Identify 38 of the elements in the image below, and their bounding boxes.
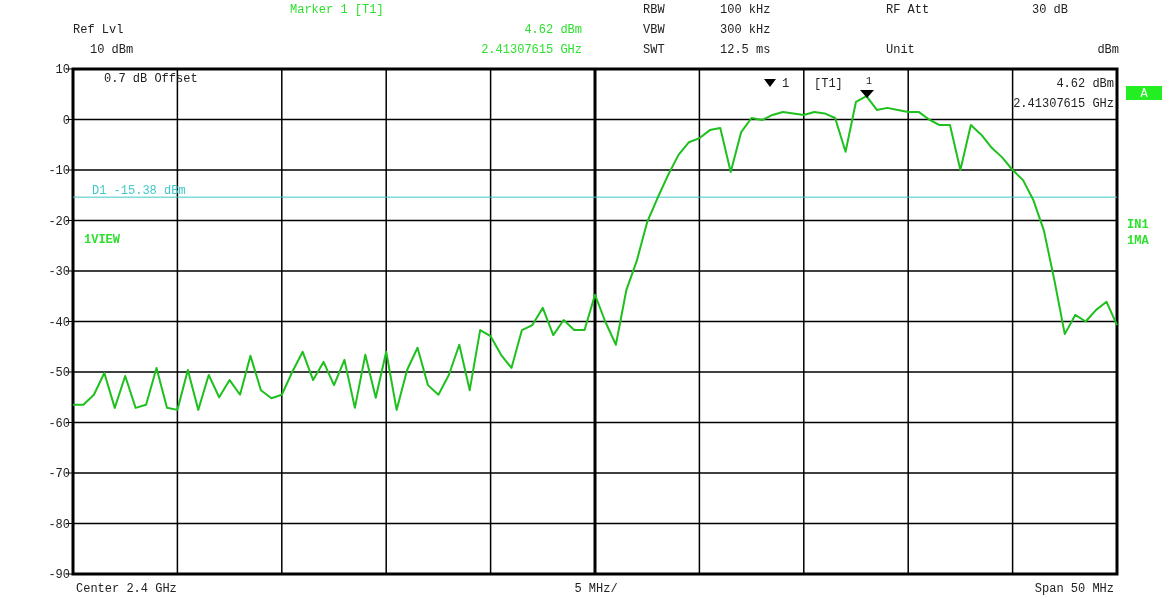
text: dBm: [1097, 43, 1119, 57]
text: 10 dBm: [90, 43, 134, 57]
y-tick-label: -70: [48, 467, 70, 482]
text: RF Att: [886, 3, 930, 17]
text: 300 kHz: [720, 23, 771, 37]
annotation: 1: [866, 76, 873, 87]
text: 100 kHz: [720, 3, 771, 17]
y-tick-label: -20: [48, 214, 70, 229]
annotation: 1VIEW: [84, 233, 121, 247]
text: Marker 1 [T1]: [290, 3, 384, 17]
y-tick-label: -90: [48, 568, 70, 583]
text: Span 50 MHz: [1034, 582, 1114, 596]
y-tick-label: 0: [62, 113, 70, 128]
y-tick-label: 10: [55, 63, 70, 78]
y-tick-label: -40: [48, 315, 70, 330]
text: IN1: [1127, 218, 1149, 232]
text: 2.41307615 GHz: [481, 43, 582, 57]
annotation: 1: [782, 77, 790, 91]
text: 5 MHz/: [574, 582, 618, 596]
text: SWT: [643, 43, 665, 57]
y-tick-label: -80: [48, 517, 70, 532]
text: A: [1140, 87, 1149, 101]
y-tick-label: -30: [48, 265, 70, 280]
y-tick-label: -60: [48, 416, 70, 431]
text: Unit: [886, 43, 915, 57]
text: 1MA: [1127, 234, 1150, 248]
annotation: 2.41307615 GHz: [1013, 97, 1114, 111]
text: 12.5 ms: [720, 43, 771, 57]
y-tick-label: -50: [48, 366, 70, 381]
text: 30 dB: [1032, 3, 1069, 17]
text: Center 2.4 GHz: [76, 582, 177, 596]
y-tick-label: -10: [48, 164, 70, 179]
text: 4.62 dBm: [524, 23, 582, 37]
annotation: 4.62 dBm: [1056, 77, 1114, 91]
text: Ref Lvl: [73, 23, 124, 37]
text: VBW: [643, 23, 666, 37]
annotation: [T1]: [814, 77, 843, 91]
text: RBW: [643, 3, 666, 17]
